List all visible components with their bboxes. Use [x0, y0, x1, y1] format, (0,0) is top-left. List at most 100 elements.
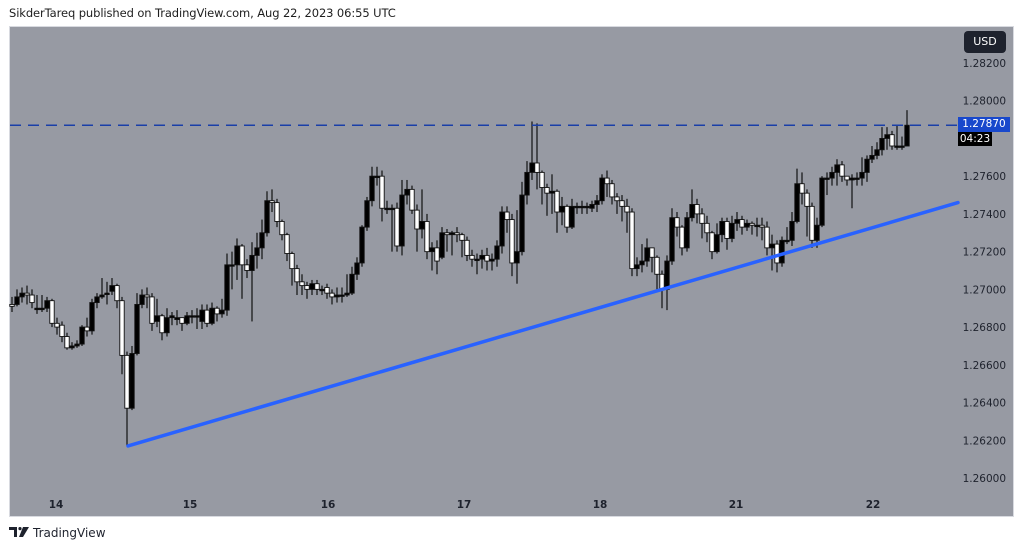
bull-candle: [69, 345, 75, 349]
bear-candle: [534, 162, 540, 173]
bull-candle: [439, 232, 445, 258]
price-tick-label: 1.27600: [963, 171, 1006, 183]
bear-candle: [484, 254, 490, 262]
bear-candle: [24, 292, 30, 296]
bull-candle: [14, 296, 20, 305]
bull-candle: [309, 283, 315, 290]
bull-candle: [334, 294, 340, 298]
bull-candle: [524, 171, 530, 196]
bull-candle: [79, 326, 85, 345]
bull-candle: [634, 264, 640, 270]
price-tick-label: 1.27400: [963, 209, 1006, 221]
bull-candle: [189, 315, 195, 318]
time-tick-label: 22: [866, 499, 881, 511]
currency-button[interactable]: USD: [964, 31, 1006, 53]
bear-candle: [64, 336, 70, 349]
bull-candle: [369, 175, 375, 202]
bear-candle: [299, 281, 305, 287]
bull-candle: [209, 307, 215, 324]
bear-candle: [679, 226, 685, 249]
bear-candle: [414, 209, 420, 230]
bull-candle: [429, 247, 435, 253]
bull-candle: [134, 304, 140, 354]
bull-candle: [19, 292, 25, 298]
bull-candle: [104, 292, 110, 295]
bull-candle: [319, 288, 325, 292]
bull-candle: [589, 204, 595, 209]
bull-candle: [479, 254, 485, 260]
bull-candle: [234, 245, 240, 266]
bull-candle: [399, 194, 405, 247]
bear-candle: [304, 285, 310, 290]
bear-candle: [724, 221, 730, 239]
bull-candle: [779, 239, 785, 264]
tradingview-brand[interactable]: TradingView: [33, 526, 106, 540]
bear-candle: [454, 232, 460, 236]
bear-candle: [629, 211, 635, 270]
bull-candle: [224, 264, 230, 311]
bull-candle: [664, 260, 670, 290]
bull-candle: [389, 207, 395, 211]
bear-candle: [564, 205, 570, 228]
bull-candle: [834, 164, 840, 173]
bull-candle: [359, 226, 365, 264]
price-tick-label: 1.28000: [963, 96, 1006, 108]
bear-candle: [444, 232, 450, 236]
bull-candle: [99, 294, 105, 298]
bull-candle: [184, 315, 190, 324]
time-axis[interactable]: 14 15 16 17 18 21 22: [49, 499, 881, 511]
bull-candle: [154, 315, 160, 322]
bull-candle: [74, 343, 80, 347]
bear-candle: [314, 283, 320, 290]
bear-candle: [709, 232, 715, 253]
bull-candle: [404, 188, 410, 196]
bear-candle: [409, 188, 415, 211]
bull-candle: [44, 300, 50, 309]
bear-candle: [544, 187, 550, 194]
ascending-trendline[interactable]: [126, 200, 960, 448]
bull-candle: [829, 171, 835, 179]
bear-candle: [124, 354, 130, 409]
bear-candle: [204, 309, 210, 324]
bull-candle: [584, 205, 590, 209]
bear-candle: [239, 245, 245, 266]
bear-candle: [844, 175, 850, 181]
bull-candle: [384, 207, 390, 211]
bull-candle: [174, 317, 180, 320]
price-axis[interactable]: 1.28200 1.28000 1.27600 1.27400 1.27200 1.270…: [963, 58, 1006, 485]
bull-candle: [164, 317, 170, 334]
bull-candle: [514, 251, 520, 264]
bear-candle: [59, 324, 65, 337]
bull-candle: [579, 205, 585, 209]
bull-candle: [849, 177, 855, 181]
bull-candle: [639, 260, 645, 266]
bull-candle: [819, 177, 825, 226]
bull-candle: [754, 224, 760, 228]
bull-candle: [784, 239, 790, 243]
bull-candle: [644, 247, 650, 262]
bear-candle: [379, 175, 385, 209]
bull-candle: [894, 145, 900, 148]
bear-candle: [84, 326, 90, 332]
bear-candle: [464, 239, 470, 256]
bear-candle: [799, 183, 805, 194]
bull-candle: [684, 217, 690, 249]
bull-candle: [229, 264, 235, 267]
bull-candle: [669, 217, 675, 262]
bull-candle: [744, 222, 750, 228]
bear-candle: [624, 205, 630, 213]
time-tick-label: 16: [321, 499, 336, 511]
bull-candle: [264, 200, 270, 234]
bear-candle: [469, 254, 475, 260]
time-tick-label: 15: [183, 499, 198, 511]
bull-candle: [789, 221, 795, 241]
bull-candle: [364, 200, 370, 228]
bear-candle: [294, 268, 300, 283]
bull-candle: [349, 273, 355, 294]
bear-candle: [459, 234, 465, 241]
bear-candle: [759, 224, 765, 228]
price-tick-label: 1.28200: [963, 58, 1006, 70]
bear-candle: [269, 200, 275, 204]
price-tick-label: 1.27200: [963, 247, 1006, 259]
